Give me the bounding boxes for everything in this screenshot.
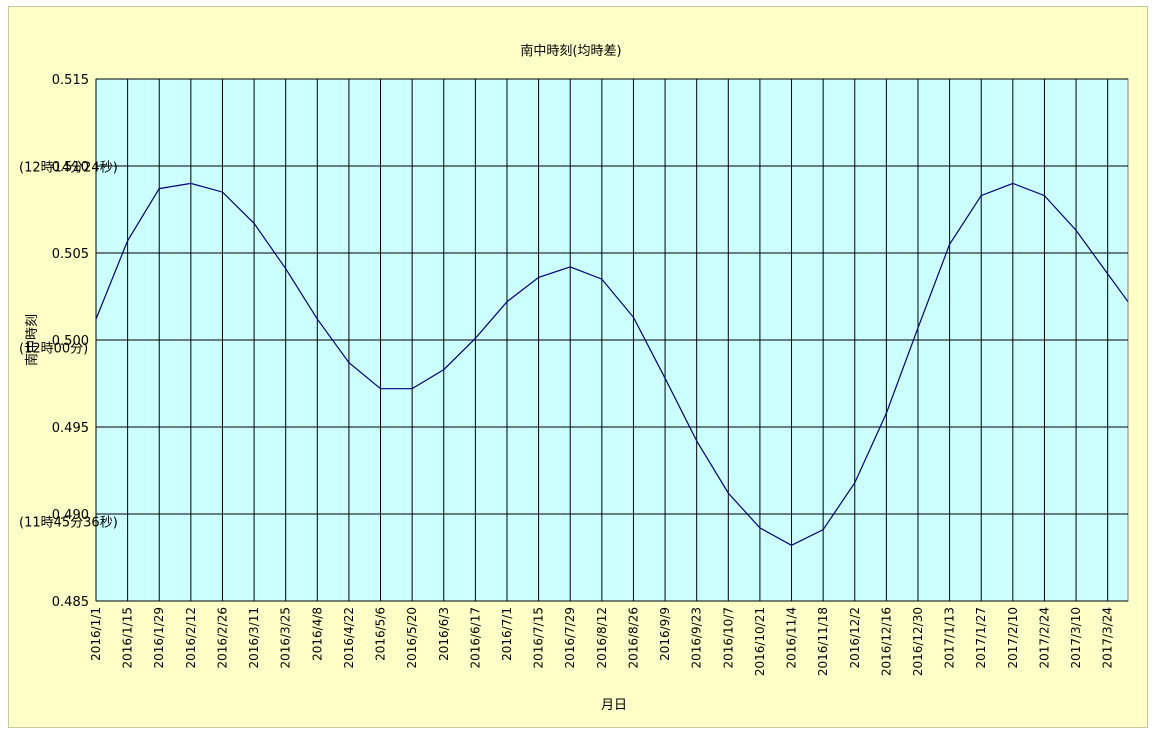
x-tick-label: 2016/11/4 — [785, 607, 799, 669]
x-tick-label: 2016/8/12 — [595, 607, 609, 669]
x-tick-label: 2016/3/11 — [247, 607, 261, 669]
annotation-label: (12時14分24秒) — [19, 161, 118, 176]
chart-svg: 0.485 0.490 0.495 0.500 0.505 0.510 0.515 2016… — [19, 43, 1129, 713]
y-tick-labels: 0.485 0.490 0.495 0.500 0.505 0.510 0.515 — [52, 73, 89, 610]
x-tick-label: 2016/8/26 — [626, 607, 640, 669]
x-tick-label: 2016/9/23 — [690, 607, 704, 669]
annotation-label: (12時00分) — [19, 342, 88, 357]
x-tick-label: 2016/4/22 — [342, 607, 356, 669]
x-tick-label: 2016/2/12 — [184, 607, 198, 669]
chart-title: 南中時刻(均時差) — [520, 43, 621, 59]
y-tick-label: 0.500 — [52, 334, 89, 349]
x-tick-label: 2016/3/25 — [279, 607, 293, 669]
x-tick-label: 2016/2/26 — [215, 607, 229, 669]
y-axis-label: 南中時刻 — [24, 314, 40, 366]
y-tick-label: 0.490 — [52, 508, 89, 523]
x-tick-labels: 2016/1/1 2016/1/15 2016/1/29 2016/2/12 2016/… — [89, 607, 1115, 676]
x-tick-label: 2016/12/2 — [848, 607, 862, 669]
x-tick-label: 2016/4/8 — [310, 607, 324, 661]
x-tick-label: 2017/1/13 — [943, 607, 957, 669]
x-tick-label: 2016/6/17 — [468, 607, 482, 669]
series-line — [95, 182, 1129, 546]
x-tick-label: 2016/1/29 — [152, 607, 166, 669]
annotation-label: (11時45分36秒) — [19, 516, 118, 531]
x-tick-label: 2016/10/21 — [753, 607, 767, 676]
x-tick-label: 2016/1/1 — [89, 607, 103, 661]
x-tick-label: 2016/1/15 — [121, 607, 135, 669]
x-tick-label: 2016/7/29 — [563, 607, 577, 669]
x-axis-label: 月日 — [601, 698, 627, 713]
x-tick-label: 2016/5/6 — [374, 607, 388, 661]
x-tick-label: 2017/2/10 — [1006, 607, 1020, 669]
x-tick-label: 2016/7/15 — [532, 607, 546, 669]
y-tick-label: 0.495 — [52, 421, 89, 436]
y-tick-label: 0.485 — [52, 595, 89, 610]
grid-lines — [95, 78, 1128, 602]
x-tick-label: 2016/5/20 — [405, 607, 419, 669]
chart-area: 0.485 0.490 0.495 0.500 0.505 0.510 0.515 2016… — [8, 6, 1148, 728]
x-tick-label: 2016/6/3 — [437, 607, 451, 661]
y-tick-label: 0.510 — [52, 160, 89, 175]
y-tick-label: 0.515 — [52, 73, 89, 88]
x-tick-label: 2016/11/18 — [816, 607, 830, 676]
x-tick-label: 2016/9/9 — [658, 607, 672, 661]
x-tick-label: 2017/1/27 — [974, 607, 988, 669]
x-tick-label: 2016/10/7 — [721, 607, 735, 669]
y-tick-label: 0.505 — [52, 247, 89, 262]
series-layer — [95, 182, 1129, 546]
annotations: (12時14分24秒) (12時00分) (11時45分36秒) — [19, 161, 118, 531]
x-tick-label: 2016/12/30 — [911, 607, 925, 676]
x-tick-label: 2017/3/10 — [1069, 607, 1083, 669]
x-tick-label: 2017/2/24 — [1037, 607, 1051, 669]
x-tick-label: 2017/3/24 — [1101, 607, 1115, 669]
x-tick-label: 2016/12/16 — [879, 607, 893, 676]
x-tick-label: 2016/7/1 — [500, 607, 514, 661]
